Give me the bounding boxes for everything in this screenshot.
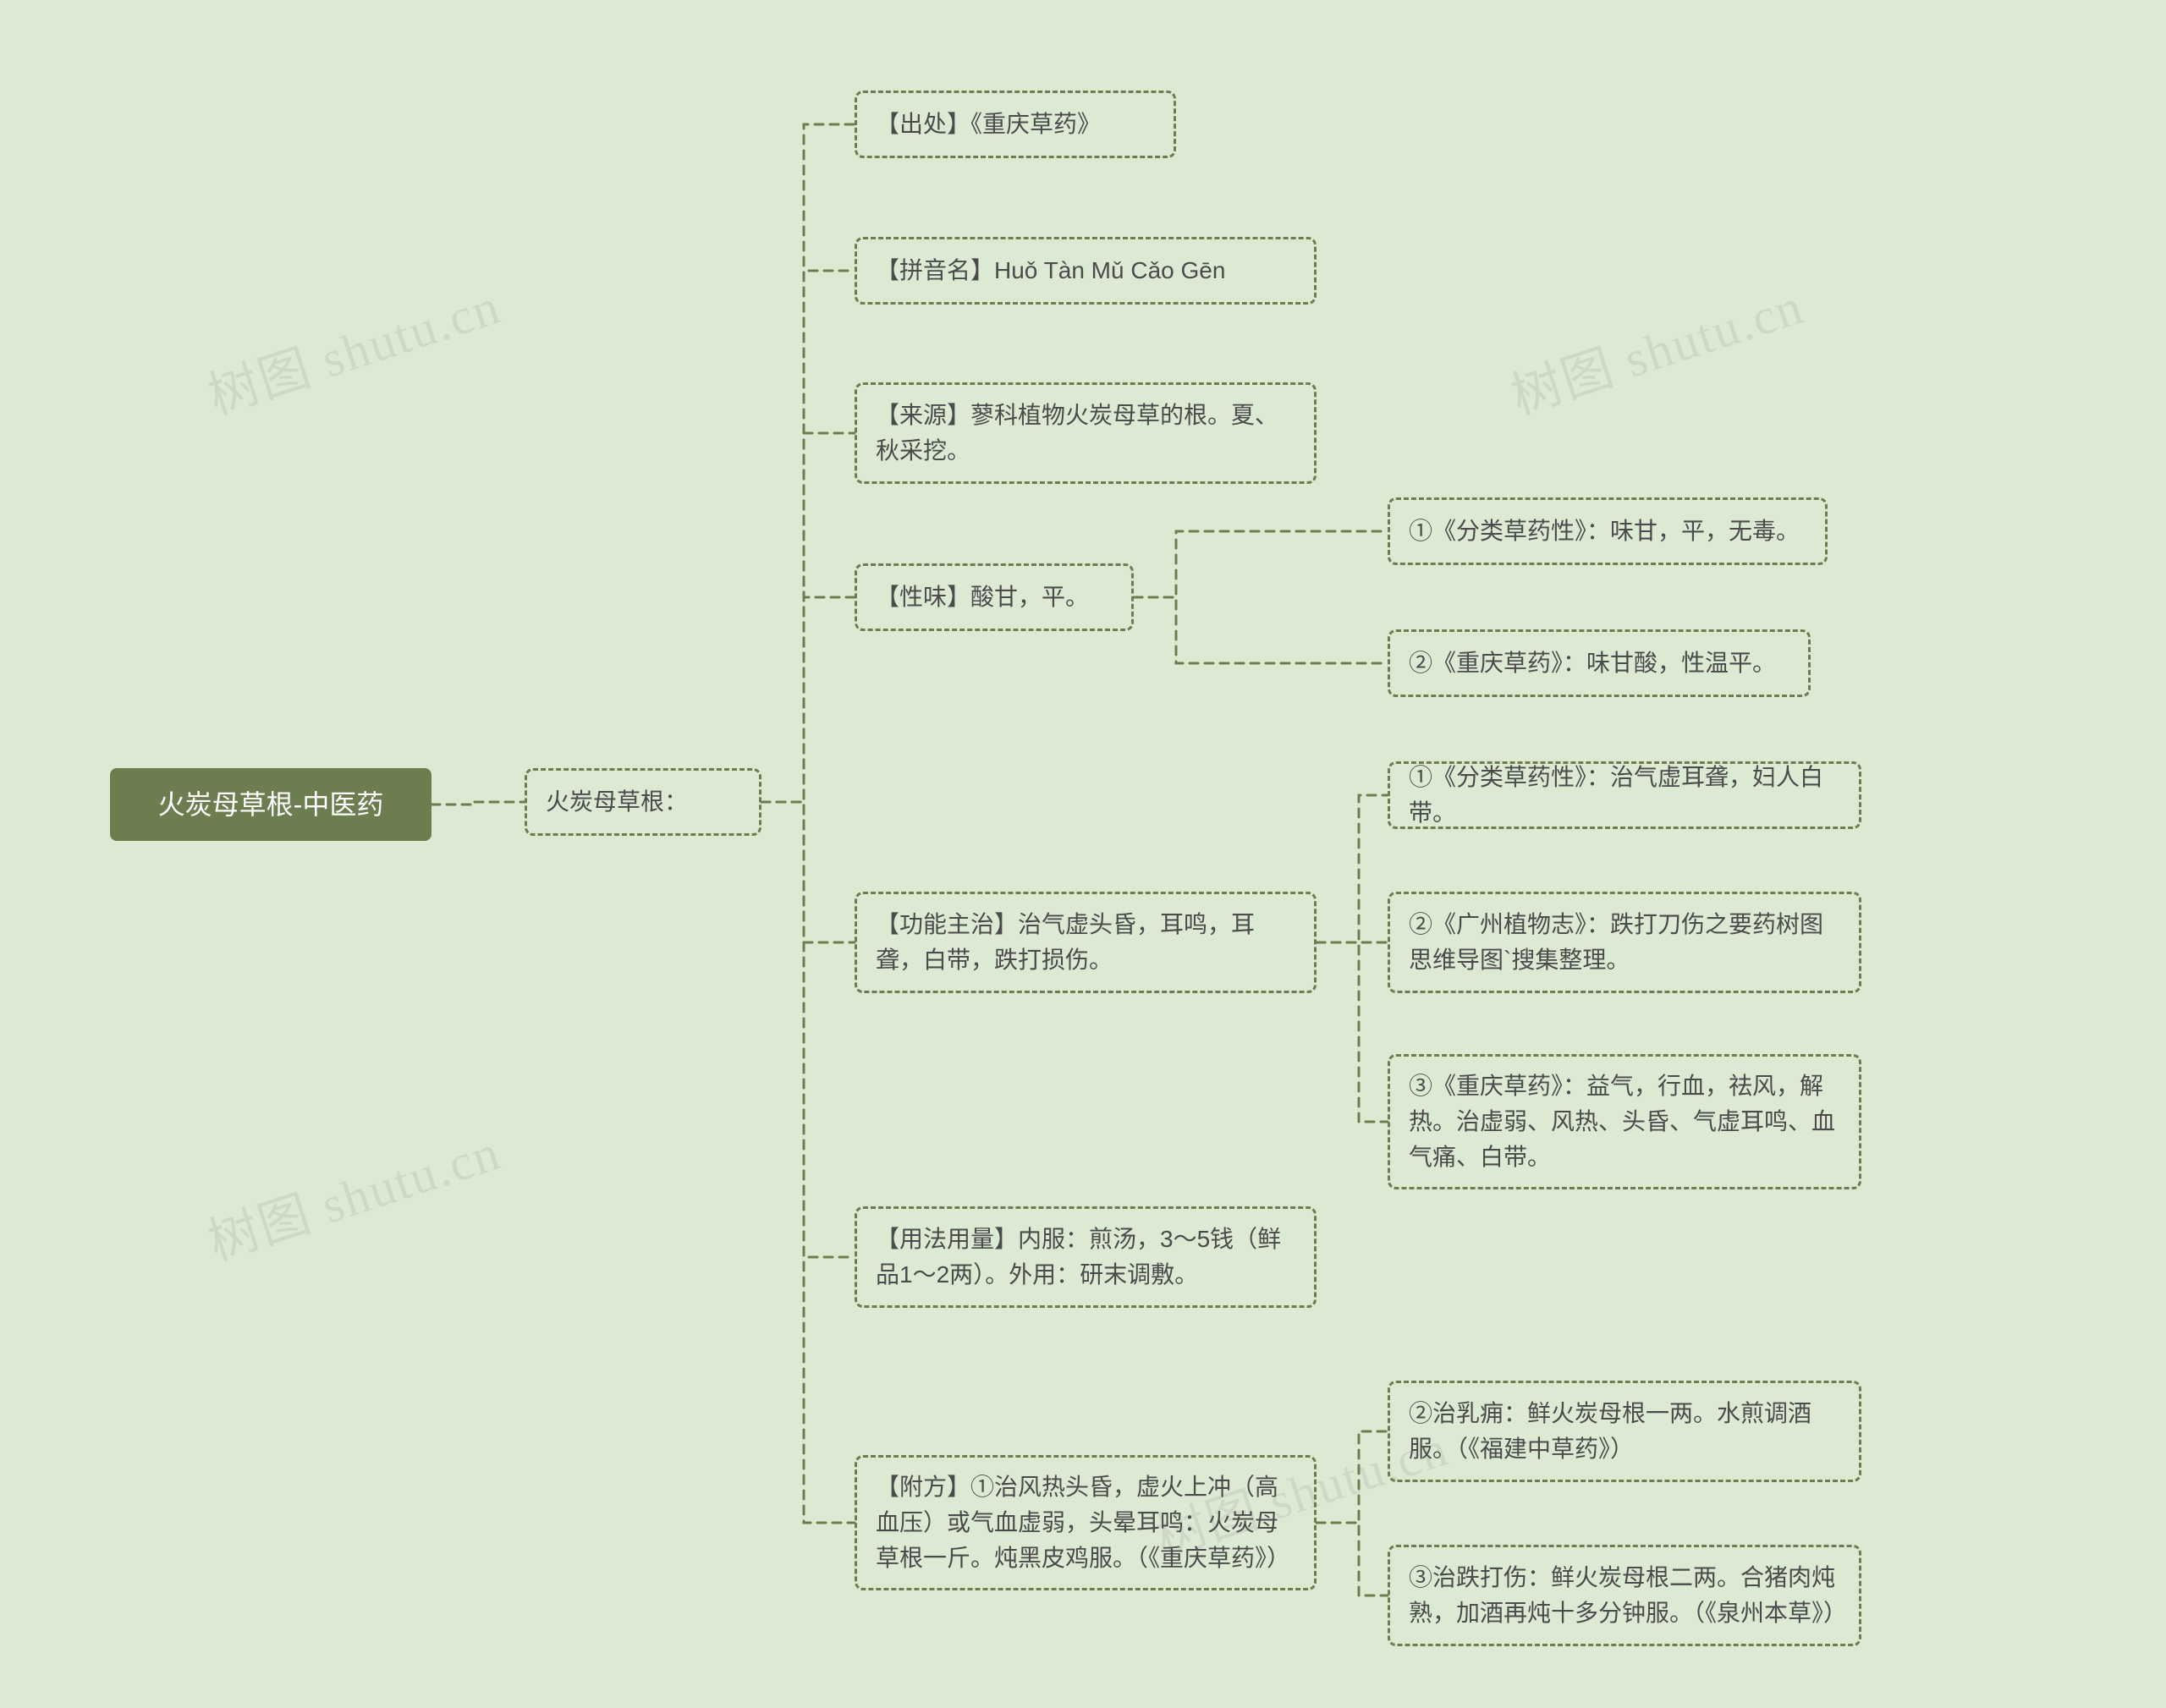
node-level3[interactable]: ②《广州植物志》：跌打刀伤之要药树图思维导图`搜集整理。 [1388, 892, 1861, 993]
root-node[interactable]: 火炭母草根-中医药 [110, 768, 432, 841]
node-label: 【拼音名】Huǒ Tàn Mǔ Cǎo Gēn [857, 241, 1314, 300]
node-label: ②《广州植物志》：跌打刀伤之要药树图思维导图`搜集整理。 [1390, 895, 1859, 990]
node-level1[interactable]: 火炭母草根： [525, 768, 761, 836]
node-label: ③《重庆草药》：益气，行血，祛风，解热。治虚弱、风热、头昏、气虚耳鸣、血气痛、白… [1390, 1057, 1859, 1187]
node-label: ②治乳痈：鲜火炭母根一两。水煎调酒服。（《福建中草药》） [1390, 1384, 1859, 1479]
root-label: 火炭母草根-中医药 [110, 772, 432, 837]
node-label: ①《分类草药性》：治气虚耳聋，妇人白带。 [1390, 748, 1859, 843]
node-level2[interactable]: 【出处】《重庆草药》 [855, 91, 1176, 158]
node-level3[interactable]: ②《重庆草药》：味甘酸，性温平。 [1388, 629, 1811, 697]
node-level2[interactable]: 【附方】①治风热头昏，虚火上冲（高血压）或气血虚弱，头晕耳鸣：火炭母草根一斤。炖… [855, 1455, 1317, 1590]
node-level3[interactable]: ①《分类草药性》：味甘，平，无毒。 [1388, 497, 1828, 565]
node-level2[interactable]: 【性味】酸甘，平。 [855, 563, 1134, 631]
node-label: 【来源】蓼科植物火炭母草的根。夏、秋采挖。 [857, 386, 1314, 481]
node-label: 【性味】酸甘，平。 [857, 568, 1131, 627]
node-label: ①《分类草药性》：味甘，平，无毒。 [1390, 502, 1825, 561]
node-level2[interactable]: 【拼音名】Huǒ Tàn Mǔ Cǎo Gēn [855, 237, 1317, 305]
node-label: 【功能主治】治气虚头昏，耳鸣，耳聋，白带，跌打损伤。 [857, 895, 1314, 990]
node-level2[interactable]: 【来源】蓼科植物火炭母草的根。夏、秋采挖。 [855, 382, 1317, 484]
node-level2[interactable]: 【功能主治】治气虚头昏，耳鸣，耳聋，白带，跌打损伤。 [855, 892, 1317, 993]
node-level3[interactable]: ③治跌打伤：鲜火炭母根二两。合猪肉炖熟，加酒再炖十多分钟服。（《泉州本草》） [1388, 1545, 1861, 1646]
node-label: ③治跌打伤：鲜火炭母根二两。合猪肉炖熟，加酒再炖十多分钟服。（《泉州本草》） [1390, 1548, 1859, 1643]
node-label: 火炭母草根： [527, 772, 759, 832]
node-level3[interactable]: ①《分类草药性》：治气虚耳聋，妇人白带。 [1388, 761, 1861, 829]
node-label: ②《重庆草药》：味甘酸，性温平。 [1390, 634, 1808, 693]
node-label: 【出处】《重庆草药》 [857, 95, 1174, 154]
node-level3[interactable]: ②治乳痈：鲜火炭母根一两。水煎调酒服。（《福建中草药》） [1388, 1381, 1861, 1482]
node-label: 【附方】①治风热头昏，虚火上冲（高血压）或气血虚弱，头晕耳鸣：火炭母草根一斤。炖… [857, 1458, 1314, 1588]
node-level3[interactable]: ③《重庆草药》：益气，行血，祛风，解热。治虚弱、风热、头昏、气虚耳鸣、血气痛、白… [1388, 1054, 1861, 1189]
node-label: 【用法用量】内服：煎汤，3～5钱（鲜品1～2两）。外用：研末调敷。 [857, 1210, 1314, 1304]
node-level2[interactable]: 【用法用量】内服：煎汤，3～5钱（鲜品1～2两）。外用：研末调敷。 [855, 1206, 1317, 1308]
